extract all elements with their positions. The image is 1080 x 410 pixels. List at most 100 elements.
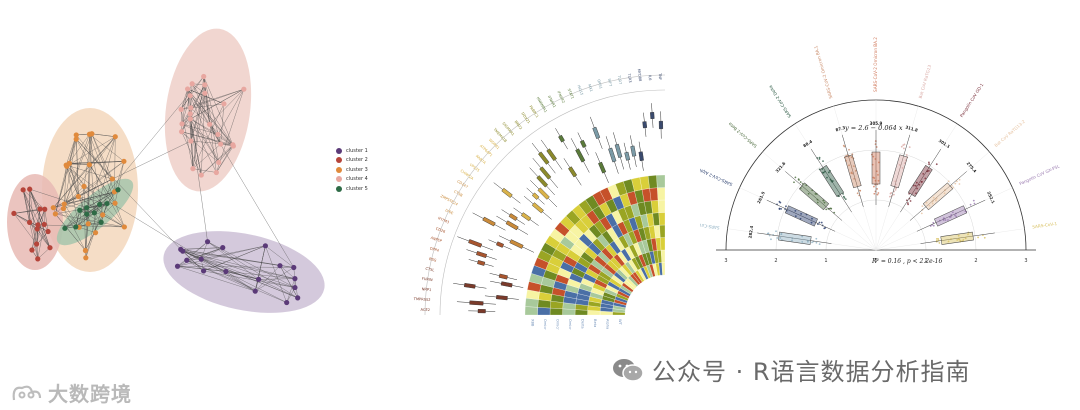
fan-point bbox=[798, 179, 800, 181]
fan-axis-tick: 1 bbox=[924, 258, 927, 264]
fan-category-label: SARS-CoV-2 V bbox=[700, 221, 720, 230]
fan-point bbox=[908, 146, 911, 149]
fan-box bbox=[907, 165, 933, 197]
legend-label: cluster 5 bbox=[346, 185, 368, 192]
fan-point bbox=[935, 163, 938, 166]
network-node bbox=[189, 81, 195, 87]
gene-label: MYD88 bbox=[637, 69, 642, 83]
legend-label: cluster 4 bbox=[346, 176, 368, 183]
fan-point bbox=[818, 158, 821, 160]
network-edge bbox=[255, 245, 266, 292]
fan-point bbox=[877, 173, 879, 176]
fan-point bbox=[775, 230, 777, 233]
network-node bbox=[223, 268, 229, 275]
boxplot-box bbox=[630, 145, 637, 157]
heatmap-cell bbox=[524, 306, 538, 316]
network-edge bbox=[31, 231, 49, 251]
network-node bbox=[35, 222, 41, 228]
network-edge bbox=[76, 134, 79, 197]
fan-median-label: 301.1 bbox=[938, 138, 952, 149]
heatmap-cell bbox=[660, 249, 666, 263]
network-edge bbox=[192, 83, 206, 94]
fan-median-label: 275.4 bbox=[966, 161, 978, 174]
boxplot-box bbox=[468, 239, 483, 248]
network-node bbox=[200, 268, 207, 274]
network-node bbox=[252, 288, 258, 294]
network-edge bbox=[180, 95, 191, 110]
fan-point bbox=[818, 243, 821, 246]
network-node bbox=[26, 219, 33, 225]
network-edge bbox=[190, 95, 234, 147]
fan-point bbox=[818, 221, 821, 224]
fan-point bbox=[915, 192, 917, 195]
gene-label: STAT1 bbox=[567, 88, 575, 100]
boxplot-box bbox=[598, 161, 607, 174]
network-node bbox=[284, 299, 290, 306]
gene-label: VPS35 bbox=[469, 163, 481, 173]
network-node bbox=[188, 138, 194, 144]
network-node bbox=[201, 73, 207, 80]
network-node bbox=[75, 193, 81, 200]
network-edge bbox=[53, 207, 80, 228]
fan-axis-tick: 3 bbox=[724, 258, 727, 264]
network-edge bbox=[55, 213, 125, 228]
boxplot-box bbox=[477, 309, 486, 314]
network-node bbox=[84, 205, 90, 211]
network-edge bbox=[180, 83, 193, 110]
network-edge bbox=[180, 249, 256, 292]
boxplot-box bbox=[537, 187, 550, 200]
network-edge bbox=[75, 203, 108, 228]
fan-point bbox=[954, 214, 956, 217]
network-edge bbox=[189, 95, 219, 163]
gene-label: ZMPSTE24 bbox=[440, 194, 459, 207]
fan-category-label: Bat CoV RaTG13-2 bbox=[993, 119, 1026, 148]
fan-point bbox=[801, 241, 804, 243]
network-edge bbox=[180, 249, 296, 288]
gene-label: ACE2 bbox=[421, 308, 431, 312]
fan-category-label: Pangolin CoV GX-P5L bbox=[1018, 163, 1060, 186]
network-edge bbox=[203, 245, 266, 272]
fan-point bbox=[958, 183, 961, 185]
fan-whisker bbox=[757, 232, 832, 244]
fan-point bbox=[931, 202, 934, 205]
fan-category-label: SARS-CoV-2 Delta bbox=[768, 84, 793, 119]
network-edge bbox=[89, 134, 125, 228]
network-edge bbox=[181, 95, 191, 124]
fan-point bbox=[944, 219, 947, 221]
reference-arc bbox=[439, 89, 666, 316]
network-node bbox=[52, 211, 58, 217]
network-node bbox=[100, 212, 106, 218]
fan-point bbox=[779, 237, 782, 239]
network-edge bbox=[29, 189, 45, 225]
network-edge bbox=[37, 247, 51, 260]
network-node bbox=[204, 239, 211, 245]
network-node bbox=[62, 225, 68, 231]
sample-label: Delta bbox=[580, 319, 584, 329]
network-edge bbox=[187, 88, 234, 145]
network-node bbox=[174, 263, 181, 269]
heatmap-cell bbox=[562, 308, 576, 316]
fan-point bbox=[780, 207, 783, 210]
network-node bbox=[84, 211, 90, 217]
fan-box bbox=[798, 182, 830, 211]
network-node bbox=[184, 86, 191, 92]
network-edge bbox=[64, 165, 67, 205]
network-edge bbox=[180, 249, 287, 303]
fan-point bbox=[983, 236, 986, 239]
network-node bbox=[11, 210, 17, 217]
circular-heatmap-boxplot: ACE2 TMPRSS2 NRP1 FURIN CTSL BSG DPP4 ANPEP CD26… bbox=[400, 0, 700, 344]
legend-swatch bbox=[336, 166, 342, 173]
heatmap-cell bbox=[549, 307, 563, 316]
fan-category-label: Bat CoV RaTG13 bbox=[918, 64, 933, 99]
fan-box bbox=[819, 165, 845, 197]
fan-point bbox=[823, 227, 826, 230]
sample-label: Omicron BA.1 bbox=[568, 319, 572, 330]
network-edge bbox=[190, 118, 202, 176]
network-edge bbox=[63, 134, 90, 209]
fan-point bbox=[844, 198, 847, 201]
boxplot-box bbox=[575, 148, 586, 163]
fan-box bbox=[784, 205, 818, 227]
fan-whisker bbox=[900, 148, 942, 213]
fan-point bbox=[951, 211, 954, 214]
fan-box bbox=[940, 231, 974, 245]
